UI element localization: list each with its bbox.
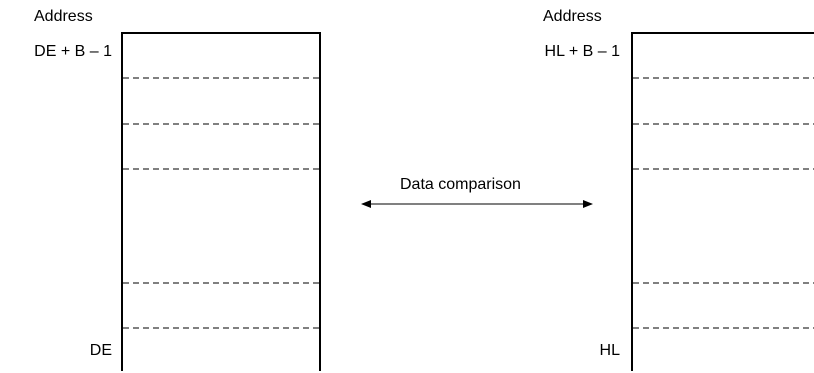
- left-top-address: DE + B – 1: [34, 43, 112, 60]
- left-memory-block: [121, 32, 321, 371]
- left-block-outline: [121, 32, 321, 371]
- left-bottom-address: DE: [89, 342, 112, 359]
- right-top-address: HL + B – 1: [544, 43, 620, 60]
- right-address-header: Address: [543, 8, 602, 25]
- data-comparison-label: Data comparison: [400, 176, 521, 193]
- left-address-header: Address: [34, 8, 93, 25]
- right-block-outline: [631, 32, 814, 371]
- right-memory-block: [631, 32, 814, 371]
- right-bottom-address: HL: [599, 342, 620, 359]
